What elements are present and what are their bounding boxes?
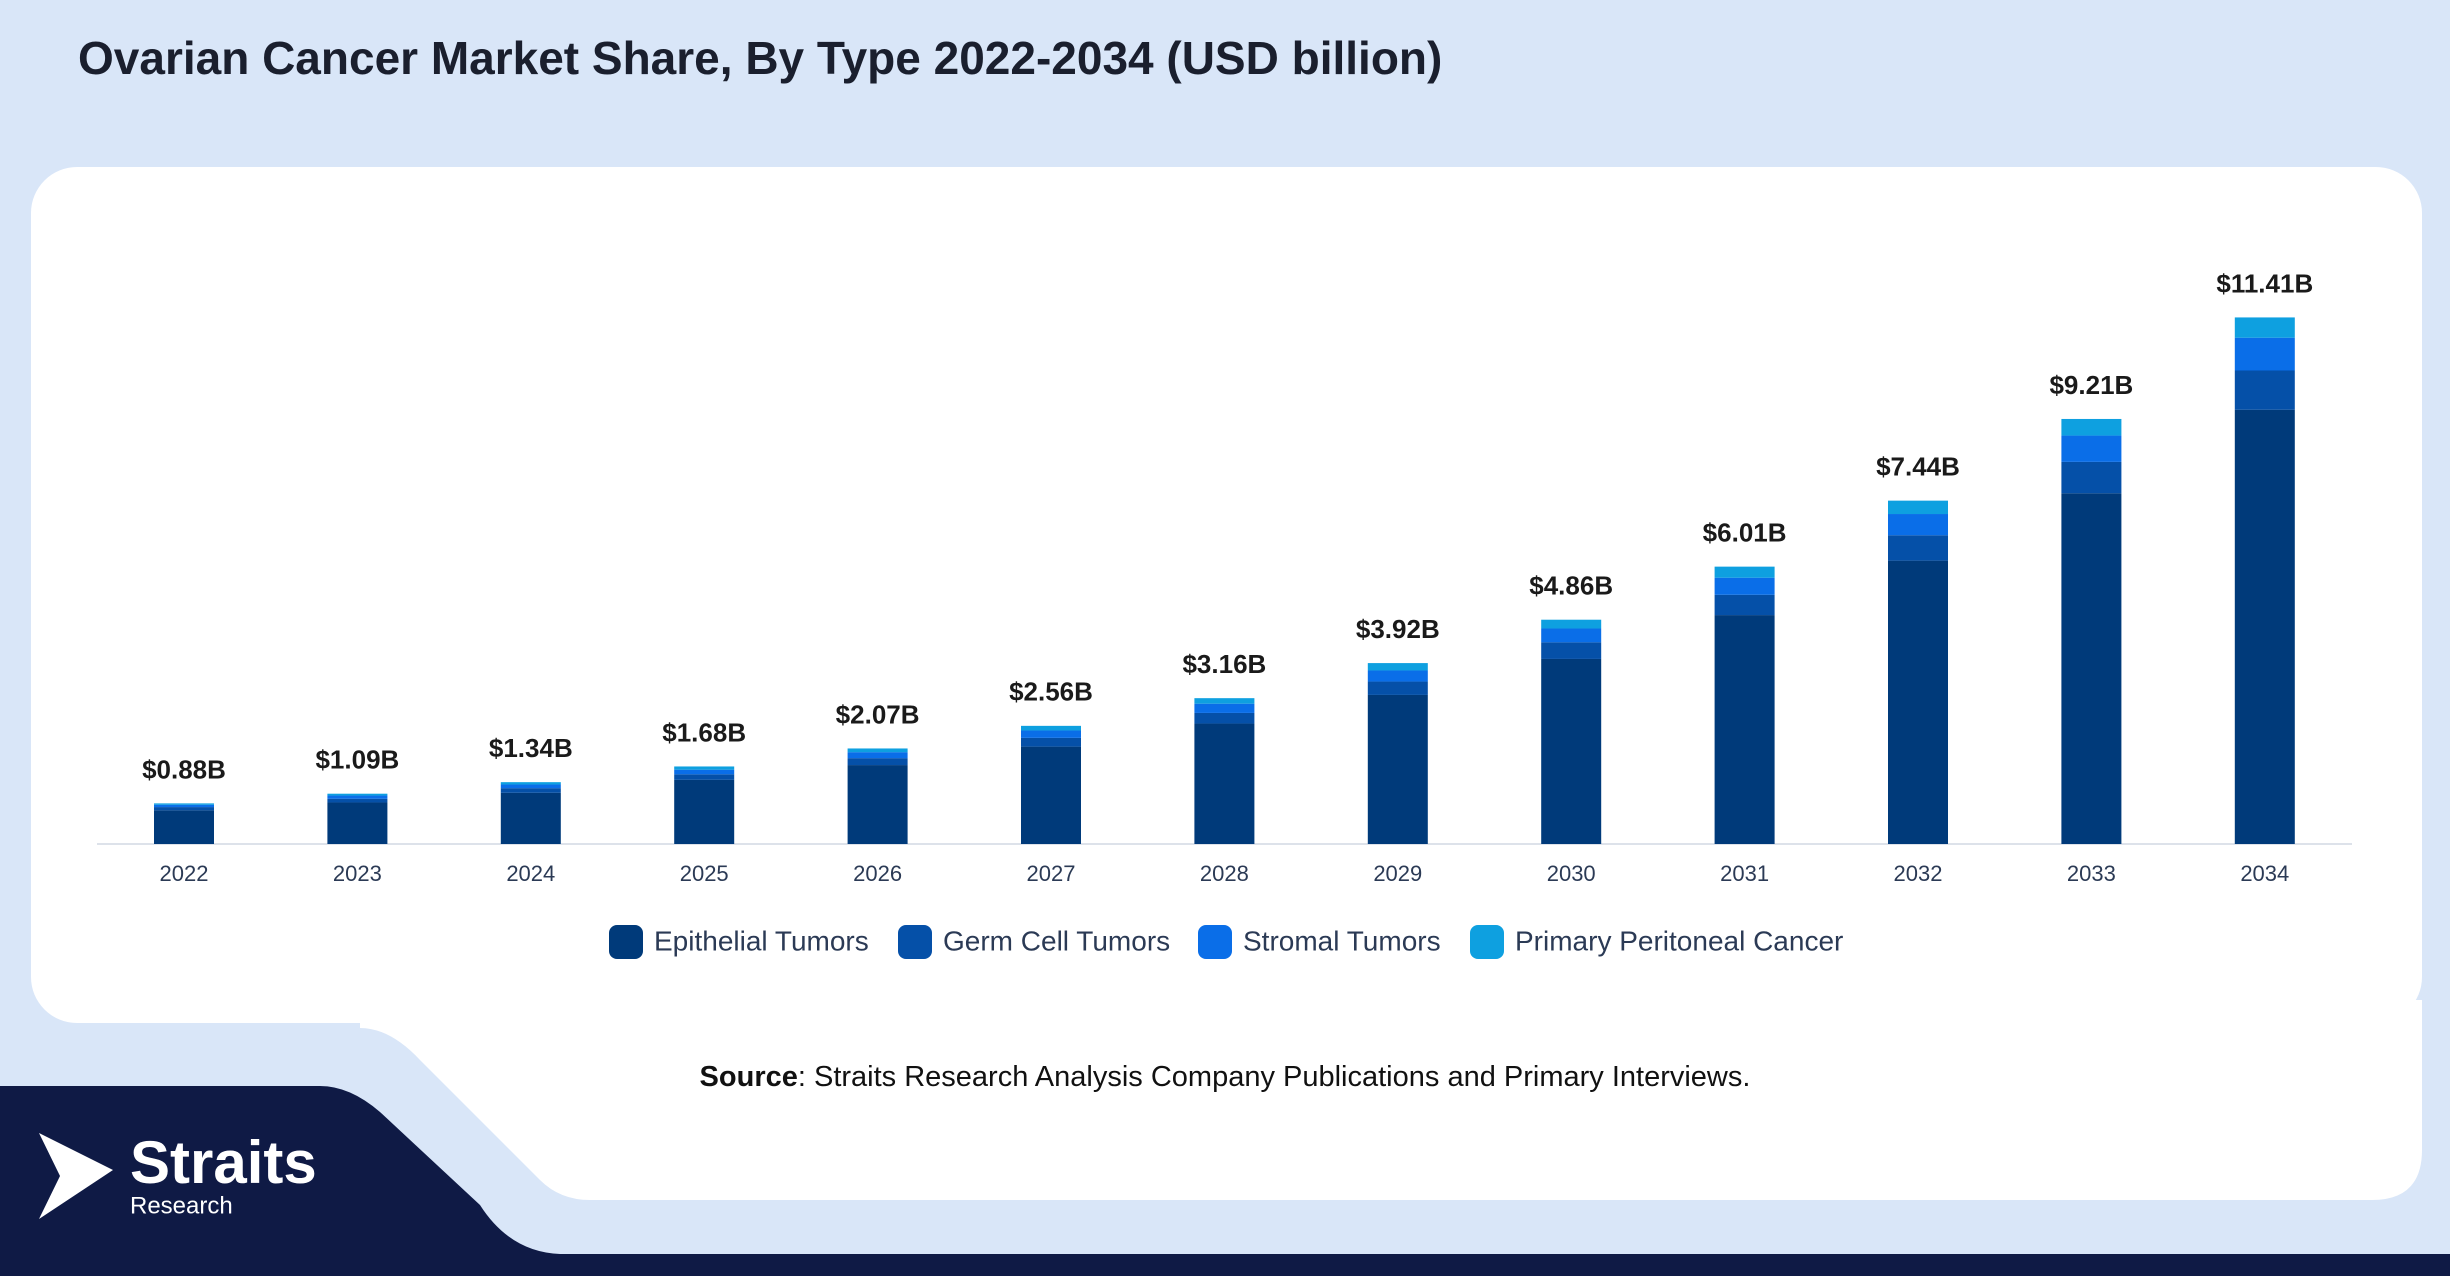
legend-swatch (1198, 925, 1232, 959)
total-label: $11.41B (2216, 268, 2313, 298)
source-text: : Straits Research Analysis Company Publ… (798, 1061, 1751, 1093)
bar-segment (154, 803, 214, 805)
bar-segment (327, 795, 388, 799)
bar-segment (2234, 337, 2295, 371)
x-tick-label: 2032 (1894, 861, 1943, 886)
total-label: $6.01B (1703, 518, 1787, 548)
legend-label: Stromal Tumors (1243, 925, 1441, 956)
bar-segment (1541, 619, 1602, 629)
total-label: $0.88B (142, 754, 226, 784)
bar-segment (2234, 370, 2295, 410)
bar-segment (1714, 566, 1775, 578)
bar-segment (674, 774, 735, 780)
total-label: $2.56B (1009, 677, 1093, 707)
bar-segment (674, 779, 735, 844)
logo-mark (39, 1133, 113, 1219)
bar-segment (2061, 435, 2122, 462)
x-tick-label: 2033 (2067, 861, 2116, 886)
bar-segment (327, 802, 388, 844)
x-tick-label: 2026 (853, 861, 902, 886)
bar-segment (327, 798, 388, 803)
source-label: Source (700, 1061, 798, 1093)
legend-label: Germ Cell Tumors (943, 925, 1170, 956)
bar-segment (1541, 642, 1602, 659)
bar-segment (1888, 514, 1948, 536)
bar-segment (154, 804, 214, 808)
bar-segment (674, 769, 735, 775)
bar-segment (500, 792, 561, 844)
bar-segment (1194, 712, 1255, 724)
bar-segment (1194, 723, 1255, 844)
x-tick-label: 2022 (160, 861, 209, 886)
total-label: $1.09B (315, 745, 399, 775)
total-label: $9.21B (2049, 370, 2133, 400)
total-label: $3.16B (1182, 649, 1266, 679)
total-label: $7.44B (1876, 452, 1960, 482)
x-tick-label: 2034 (2240, 861, 2289, 886)
bar-segment (2234, 409, 2295, 844)
source-note: Source: Straits Research Analysis Compan… (700, 1061, 1751, 1093)
x-tick-label: 2023 (333, 861, 382, 886)
x-tick-label: 2025 (680, 861, 729, 886)
bar-segment (1541, 628, 1602, 643)
legend-swatch (609, 925, 643, 959)
total-label: $4.86B (1529, 571, 1613, 601)
bar-segment (2061, 418, 2122, 436)
bar-segment (1194, 698, 1255, 704)
bar-segment (1714, 615, 1775, 844)
bar-segment (1021, 730, 1081, 738)
legend-label: Primary Peritoneal Cancer (1515, 925, 1843, 956)
x-tick-label: 2029 (1373, 861, 1422, 886)
bar-segment (1367, 670, 1428, 682)
logo-tagline: Research (130, 1192, 233, 1219)
bar-segment (1367, 681, 1428, 695)
x-tick-label: 2030 (1547, 861, 1596, 886)
bar-segment (1714, 594, 1775, 616)
total-label: $3.92B (1356, 614, 1440, 644)
bar-segment (1367, 694, 1428, 844)
bar-segment (1714, 577, 1775, 595)
bar-segment (2234, 317, 2295, 338)
bar-segment (1021, 737, 1081, 747)
source-card (360, 1000, 2422, 1200)
footer-band (0, 1086, 2450, 1276)
total-label: $1.68B (662, 717, 746, 747)
bar-segment (847, 752, 908, 759)
x-tick-label: 2027 (1027, 861, 1076, 886)
chart-card (31, 167, 2422, 1023)
bar-segment (1888, 560, 1948, 844)
bar-segment (327, 793, 388, 796)
bar-segment (847, 765, 908, 844)
x-tick-label: 2031 (1720, 861, 1769, 886)
bar-segment (847, 758, 908, 766)
bar-segment (1888, 535, 1948, 561)
bar-segment (1021, 746, 1081, 844)
bar-segment (500, 784, 561, 789)
chart-title: Ovarian Cancer Market Share, By Type 202… (78, 32, 1442, 84)
bar-segment (674, 766, 735, 770)
bar-segment (500, 782, 561, 785)
bar-segment (847, 748, 908, 753)
bar-segment (154, 807, 214, 811)
bar-segment (1021, 725, 1081, 731)
bar-segment (1888, 500, 1948, 515)
x-tick-label: 2028 (1200, 861, 1249, 886)
bar-segment (500, 788, 561, 793)
total-label: $2.07B (836, 699, 920, 729)
legend-swatch (1470, 925, 1504, 959)
legend-swatch (898, 925, 932, 959)
bar-segment (1367, 663, 1428, 671)
bar-segment (154, 810, 214, 844)
bar-segment (2061, 493, 2122, 844)
bar-segment (1541, 658, 1602, 844)
total-label: $1.34B (489, 733, 573, 763)
legend-label: Epithelial Tumors (654, 925, 869, 956)
bar-segment (1194, 703, 1255, 713)
bar-segment (2061, 461, 2122, 494)
x-tick-label: 2024 (506, 861, 555, 886)
logo-name: Straits (130, 1129, 317, 1196)
